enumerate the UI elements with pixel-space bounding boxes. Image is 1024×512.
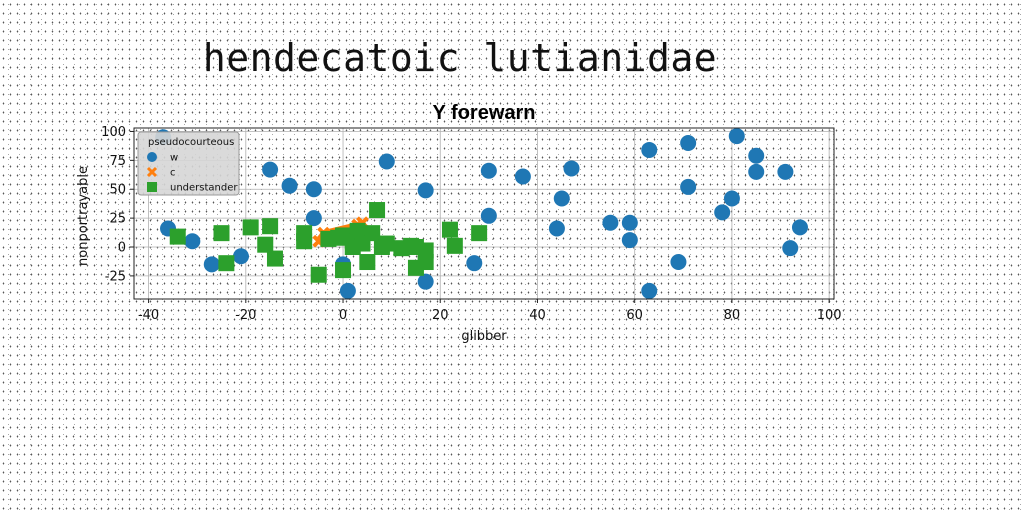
data-point [480,207,497,224]
legend-entry-w: w [147,152,178,164]
axis-ticks: -40 -20 0 20 40 60 80 100 -25 0 25 50 75 100 [101,125,841,323]
data-point [213,225,230,242]
data-point [723,190,740,207]
x-tick-label: 0 [339,308,347,323]
legend-entry-understander: understander [147,182,238,194]
x-tick-label: -20 [235,308,256,323]
data-point [232,248,249,265]
data-point [417,254,434,271]
legend-marker [147,152,157,162]
data-point [218,255,235,272]
legend-label: understander [170,183,238,194]
data-point [748,147,765,164]
data-point [514,168,531,185]
data-point [563,160,580,177]
data-point [305,181,322,198]
data-point [621,214,638,231]
data-point [446,237,463,254]
data-point [621,232,638,249]
data-point [466,255,483,272]
data-point [777,163,794,180]
legend-entry-c: c [146,166,176,179]
plot-frame [133,127,835,300]
data-point [335,262,352,279]
x-axis-label: glibber [461,329,507,344]
data-point [548,220,565,237]
data-point [257,236,274,253]
data-point [203,256,220,273]
data-point [641,141,658,158]
data-point [680,178,697,195]
y-tick-label: 75 [109,154,126,169]
series-understander [169,202,488,283]
series-w [155,128,808,299]
data-point [728,128,745,145]
data-point [296,233,313,250]
data-point [602,214,619,231]
data-point [364,225,381,242]
data-point [266,250,283,267]
x-tick-label: 40 [529,308,546,323]
data-point [339,282,356,299]
page-heading: hendecatoic lutianidae [202,36,718,80]
data-point [169,228,186,245]
data-point [184,233,201,250]
y-tick-label: 25 [109,212,126,227]
data-point [359,254,376,271]
legend-box [137,131,240,196]
data-point [714,204,731,221]
data-point [310,266,327,283]
data-point [670,254,687,271]
y-tick-label: -25 [105,269,126,284]
x-tick-label: 80 [724,308,741,323]
data-point [305,210,322,227]
legend-label: w [170,153,178,164]
y-tick-label: 50 [109,183,126,198]
legend: pseudocourteous wc understander [137,131,240,196]
y-tick-label: 100 [101,125,126,140]
data-point [791,219,808,236]
x-tick-label: 60 [626,308,643,323]
data-point [262,218,279,235]
data-point [378,153,395,170]
data-point [641,282,658,299]
data-point [349,222,366,239]
data-point [262,161,279,178]
data-point [378,235,395,252]
legend-marker [146,166,158,178]
x-tick-label: 100 [817,308,842,323]
chart-title: Y forewarn [433,102,536,124]
data-point [471,225,488,242]
data-point [417,273,434,290]
x-tick-label: 20 [432,308,449,323]
data-point [680,135,697,152]
data-point [553,190,570,207]
data-point [748,163,765,180]
data-point [242,219,259,236]
data-point [281,177,298,194]
data-point [417,182,434,199]
legend-label: c [170,168,176,179]
legend-title: pseudocourteous [148,137,234,148]
legend-marker [147,182,157,192]
data-point [369,202,386,219]
y-tick-label: 0 [118,241,126,256]
data-point [441,221,458,238]
data-points [155,128,808,299]
data-point [480,162,497,179]
x-tick-label: -40 [138,308,159,323]
data-point [782,240,799,257]
y-axis-label: nonportrayable [76,166,91,266]
